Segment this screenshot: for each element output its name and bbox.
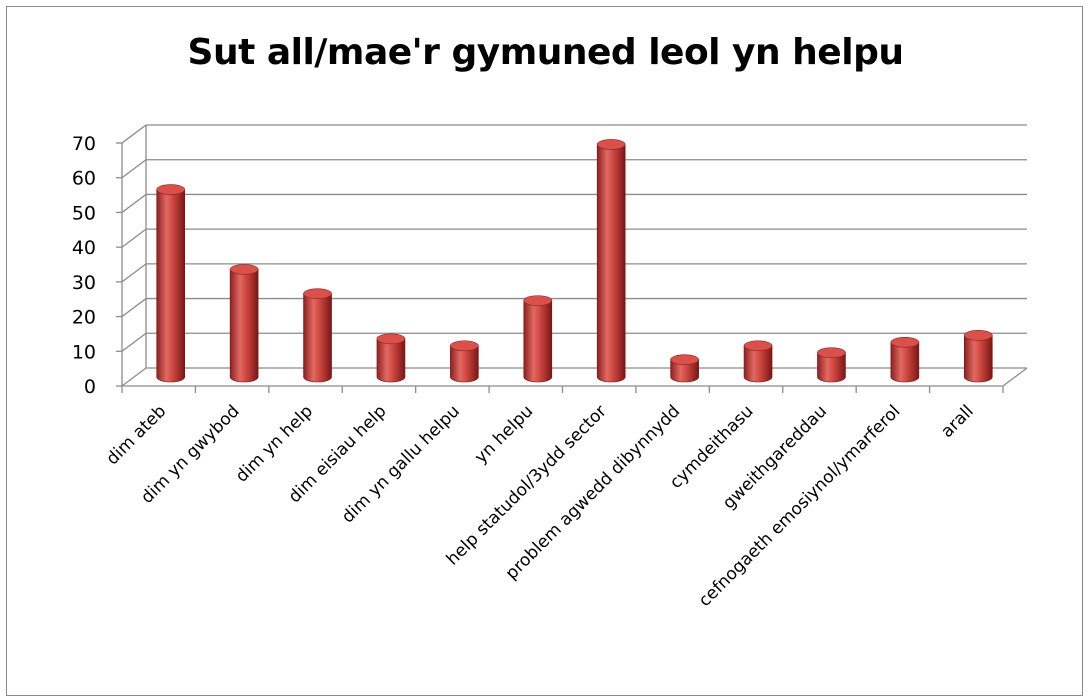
- bar: [303, 288, 332, 383]
- side-wall-line: [121, 228, 147, 248]
- side-wall-line: [121, 263, 147, 283]
- bar: [596, 139, 626, 383]
- x-tick-label: arall: [937, 401, 978, 442]
- y-tick-label: 70: [72, 133, 96, 155]
- chart-title: Sut all/mae'r gymuned leol yn helpu: [187, 32, 904, 73]
- bar: [963, 330, 993, 383]
- y-tick-label: 10: [72, 341, 96, 363]
- bar: [523, 295, 553, 383]
- side-wall-line: [121, 193, 147, 213]
- bar: [670, 354, 699, 383]
- y-tick-label: 0: [84, 376, 96, 398]
- axes: [116, 125, 1028, 393]
- bar: [376, 333, 406, 383]
- bar: [890, 336, 920, 383]
- y-tick-labels: 0 10 20 30 40 50 60 70: [72, 133, 96, 398]
- y-tick-label: 40: [72, 237, 96, 259]
- side-wall-line: [121, 159, 147, 179]
- side-wall-line: [121, 298, 147, 318]
- x-tick-label: yn helpu: [471, 401, 537, 467]
- bars: [156, 139, 993, 383]
- side-wall-line: [121, 124, 147, 144]
- x-tick-label: dim ateb: [102, 401, 170, 469]
- floor-edge: [1002, 367, 1028, 387]
- bar: [817, 347, 846, 383]
- side-wall-line: [121, 367, 147, 387]
- gridlines: [121, 124, 1027, 387]
- bar: [229, 264, 259, 383]
- bar: [450, 340, 479, 383]
- bar: [743, 340, 773, 383]
- y-tick-label: 50: [72, 202, 96, 224]
- y-tick-label: 30: [72, 272, 96, 294]
- side-wall-line: [121, 332, 147, 352]
- bar: [156, 184, 186, 383]
- y-tick-label: 60: [72, 168, 96, 190]
- y-tick-label: 20: [72, 307, 96, 329]
